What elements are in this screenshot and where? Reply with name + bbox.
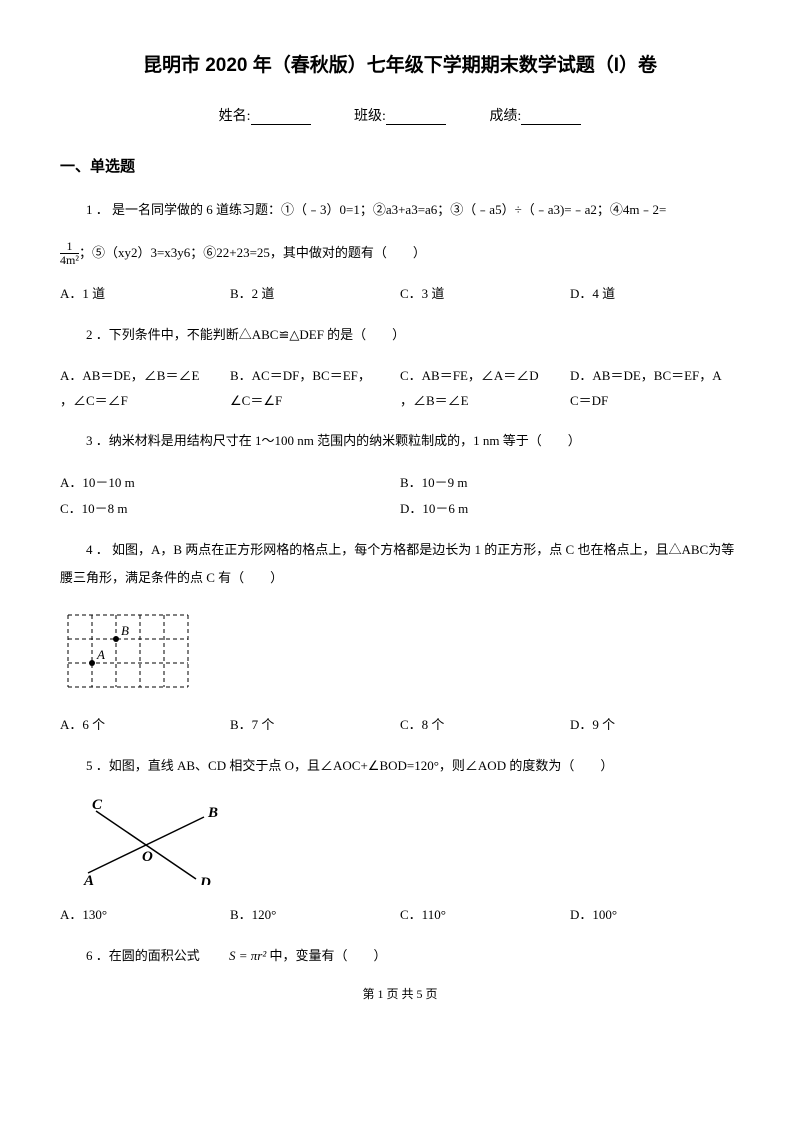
q4-opt-c[interactable]: C．8 个 [400, 712, 570, 738]
class-blank[interactable] [386, 110, 446, 125]
q1-opt-a[interactable]: A．1 道 [60, 281, 230, 307]
q5-opt-c[interactable]: C．110° [400, 902, 570, 928]
score-blank[interactable] [521, 110, 581, 125]
q1-opt-b[interactable]: B．2 道 [230, 281, 400, 307]
q1-opt-d[interactable]: D．4 道 [570, 281, 740, 307]
question-5-figure: A B C D O [70, 795, 740, 890]
q3-opt-d[interactable]: D．10－6 m [400, 496, 740, 522]
score-label: 成绩: [489, 109, 521, 124]
question-1-line2: 1 4m² ；⑤（xy2）3=x3y6；⑥22+23=25，其中做对的题有（ ） [60, 239, 740, 268]
q2-opt-b[interactable]: B．AC＝DF，BC＝EF， ∠C＝∠F [230, 364, 400, 413]
question-1-line1: 1 ． 是一名同学做的 6 道练习题：①（﹣3）0=1；②a3+a3=a6；③（… [60, 196, 740, 225]
q5-opt-b[interactable]: B．120° [230, 902, 400, 928]
question-3-text: 3 ．纳米材料是用结构尺寸在 1～100 nm 范围内的纳米颗粒制成的，1 nm… [60, 427, 740, 456]
svg-text:B: B [121, 623, 129, 638]
svg-text:D: D [199, 875, 211, 885]
question-4-options: A．6 个 B．7 个 C．8 个 D．9 个 [60, 712, 740, 738]
q4-opt-d[interactable]: D．9 个 [570, 712, 740, 738]
svg-text:C: C [92, 797, 103, 813]
fraction-icon: 1 4m² [60, 240, 79, 267]
question-1-line2-tail: ；⑤（xy2）3=x3y6；⑥22+23=25，其中做对的题有（ ） [79, 245, 426, 260]
question-5-options: A．130° B．120° C．110° D．100° [60, 902, 740, 928]
q5-opt-d[interactable]: D．100° [570, 902, 740, 928]
q4-opt-a[interactable]: A．6 个 [60, 712, 230, 738]
formula-icon: S = πr² [203, 942, 266, 971]
page-title: 昆明市 2020 年（春秋版）七年级下学期期末数学试题（I）卷 [60, 50, 740, 77]
intersecting-lines-diagram: A B C D O [70, 795, 230, 885]
q5-opt-a[interactable]: A．130° [60, 902, 230, 928]
question-1-options: A．1 道 B．2 道 C．3 道 D．4 道 [60, 281, 740, 307]
svg-text:B: B [207, 805, 218, 821]
student-info-line: 姓名: 班级: 成绩: [60, 105, 740, 125]
q6-pre: 6 ．在圆的面积公式 [86, 948, 200, 963]
question-5-text: 5 ．如图，直线 AB、CD 相交于点 O，且∠AOC+∠BOD=120°，则∠… [60, 752, 740, 781]
grid-diagram: AB [60, 607, 196, 695]
class-label: 班级: [354, 109, 386, 124]
question-4-text: 4 ． 如图，A，B 两点在正方形网格的格点上，每个方格都是边长为 1 的正方形… [60, 536, 740, 593]
svg-text:A: A [96, 647, 105, 662]
section-1-header: 一、单选题 [60, 155, 740, 176]
page-footer: 第 1 页 共 5 页 [60, 985, 740, 1002]
q4-opt-b[interactable]: B．7 个 [230, 712, 400, 738]
q2-opt-d[interactable]: D．AB＝DE，BC＝EF，A C＝DF [570, 364, 740, 413]
svg-text:O: O [142, 849, 153, 865]
q2-opt-a[interactable]: A．AB＝DE，∠B＝∠E ，∠C＝∠F [60, 364, 230, 413]
q3-opt-c[interactable]: C．10－8 m [60, 496, 400, 522]
question-2-text: 2 ．下列条件中，不能判断△ABC≌△DEF 的是（ ） [60, 321, 740, 350]
question-2-options: A．AB＝DE，∠B＝∠E ，∠C＝∠F B．AC＝DF，BC＝EF， ∠C＝∠… [60, 364, 740, 413]
question-6-text: 6 ．在圆的面积公式 S = πr² 中，变量有（ ） [60, 942, 740, 971]
name-label: 姓名: [219, 109, 251, 124]
q6-post: 中，变量有（ ） [270, 948, 387, 963]
exam-page: 昆明市 2020 年（春秋版）七年级下学期期末数学试题（I）卷 姓名: 班级: … [0, 0, 800, 1032]
q3-opt-a[interactable]: A．10－10 m [60, 470, 400, 496]
q1-opt-c[interactable]: C．3 道 [400, 281, 570, 307]
q3-opt-b[interactable]: B．10－9 m [400, 470, 740, 496]
svg-text:A: A [83, 873, 94, 885]
name-blank[interactable] [251, 110, 311, 125]
q2-opt-c[interactable]: C．AB＝FE，∠A＝∠D ，∠B＝∠E [400, 364, 570, 413]
question-4-figure: AB [60, 607, 740, 700]
question-3-options: A．10－10 m B．10－9 m C．10－8 m D．10－6 m [60, 470, 740, 522]
